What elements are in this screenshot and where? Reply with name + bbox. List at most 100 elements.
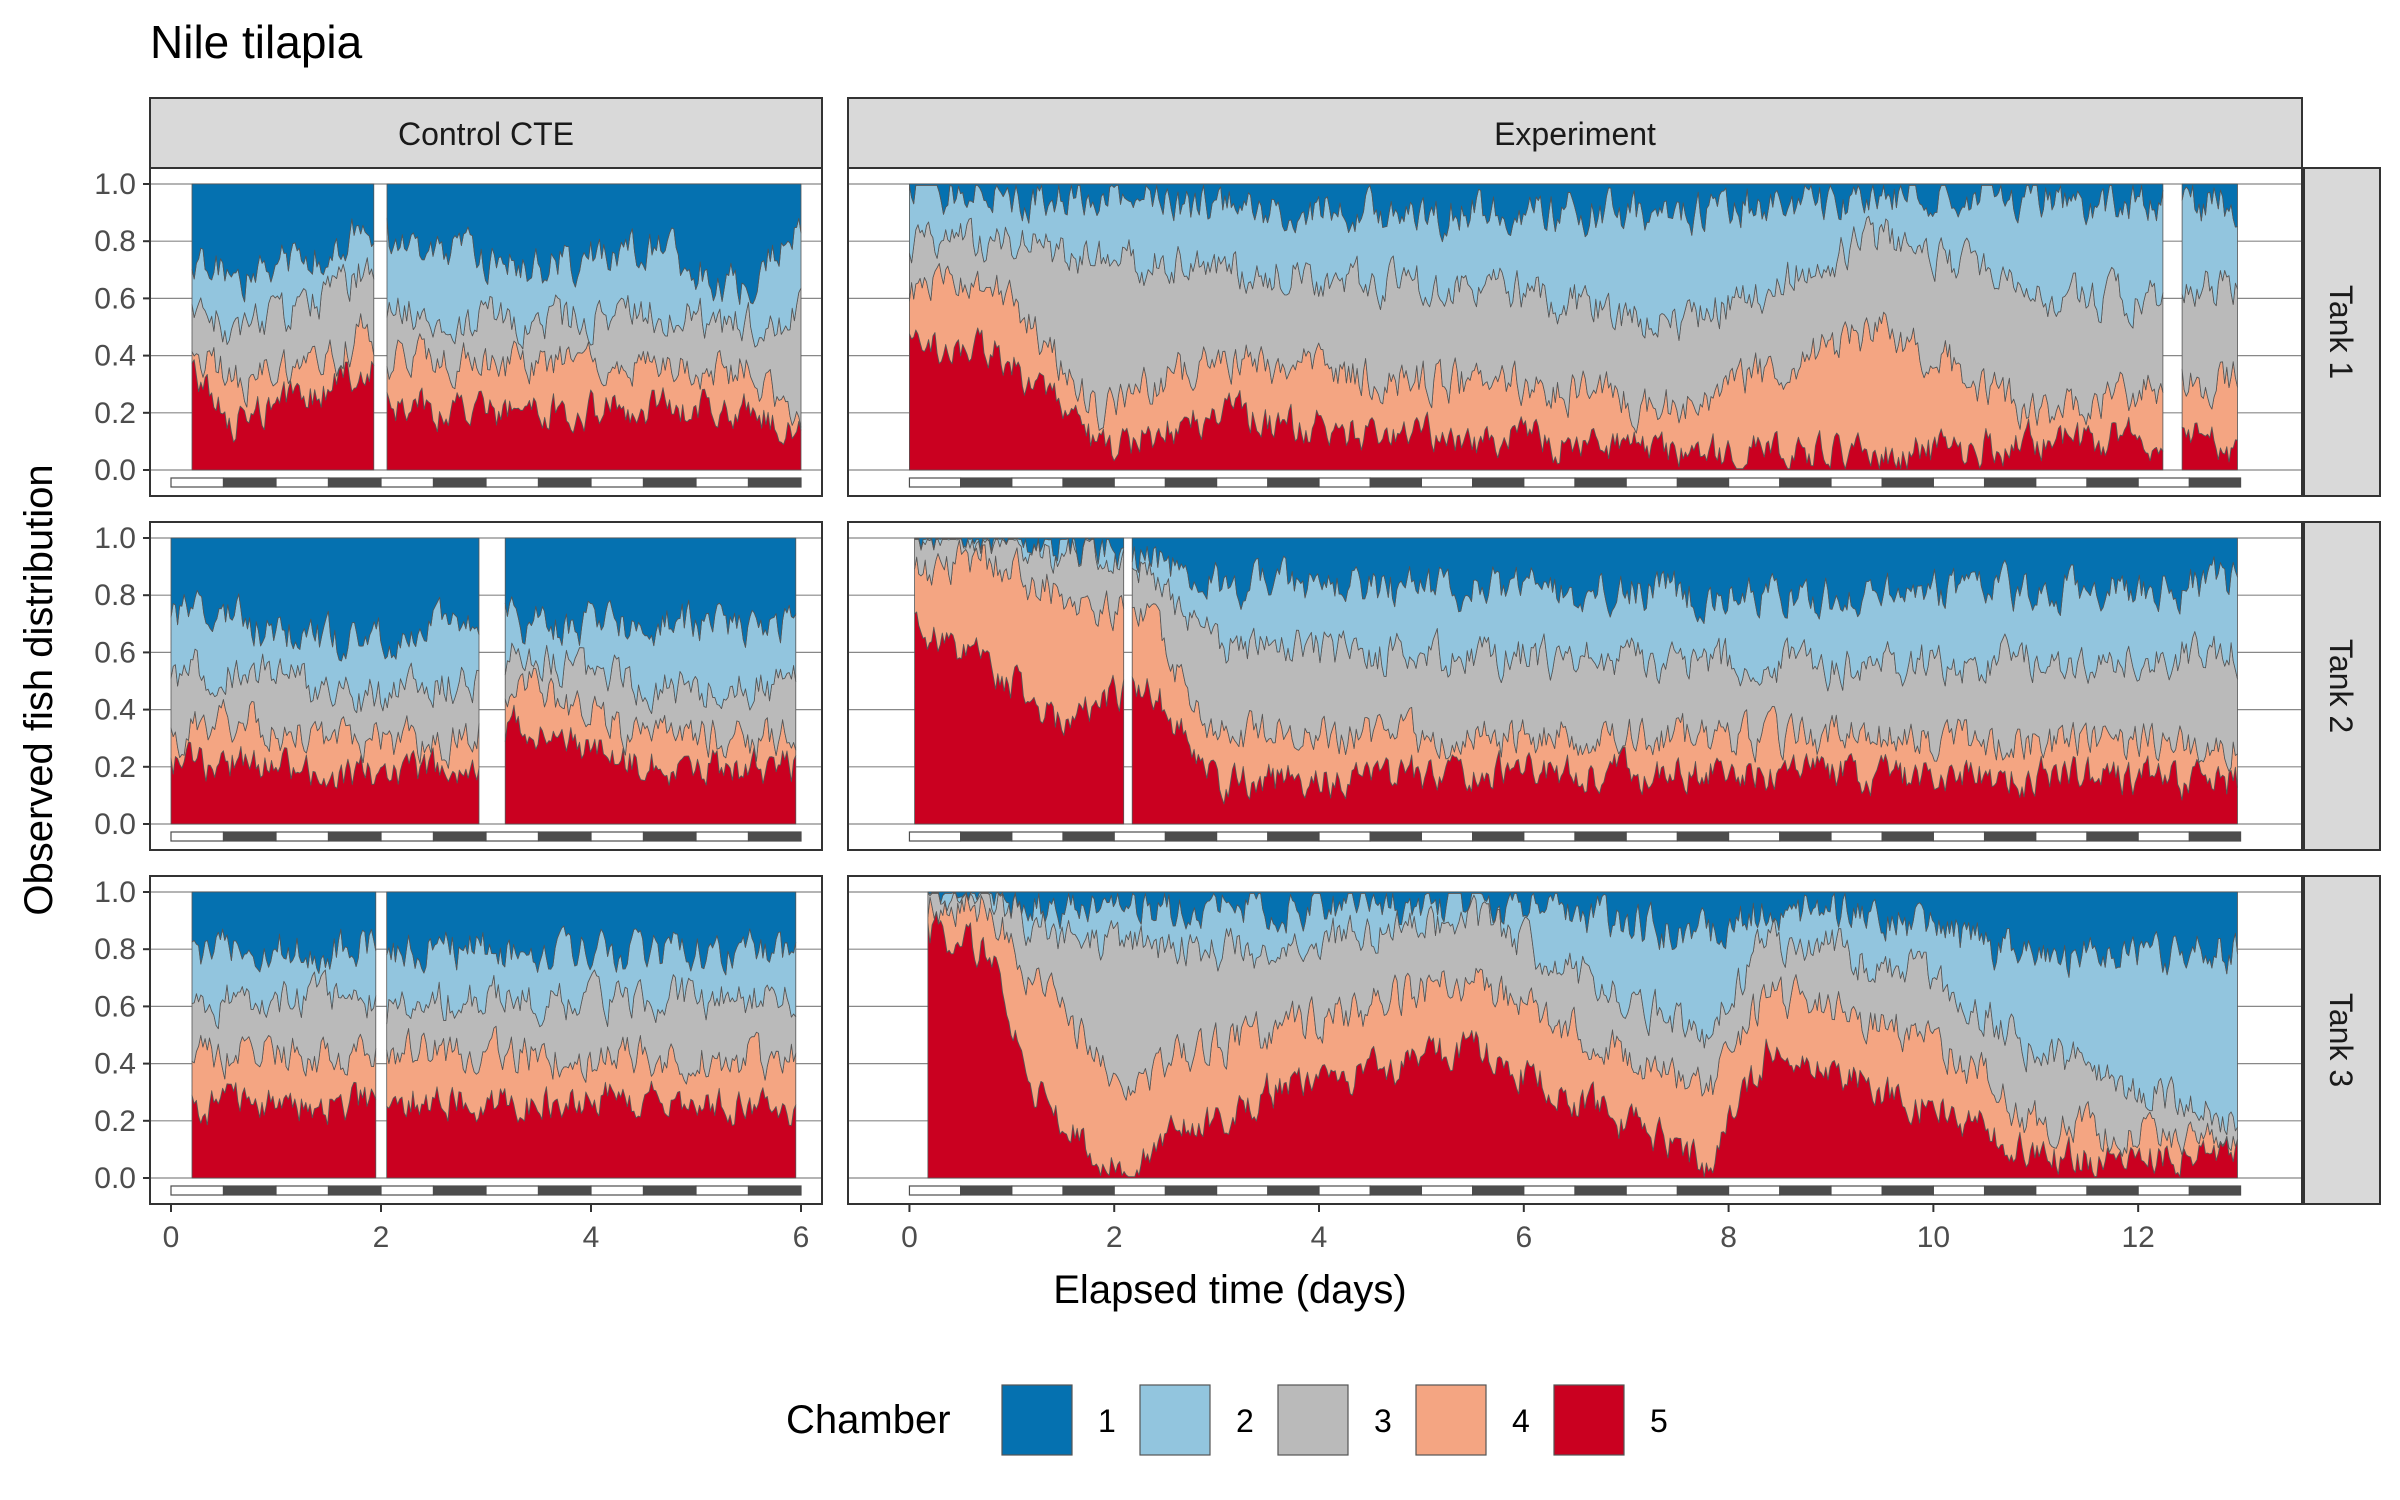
y-tick-label: 0.8 bbox=[94, 579, 136, 612]
y-tick-label: 0.2 bbox=[94, 397, 136, 430]
dark-period-bar bbox=[537, 477, 592, 488]
light-period-bar bbox=[1113, 477, 1167, 488]
dark-period-bar bbox=[1267, 477, 1320, 488]
light-period-bar bbox=[1523, 831, 1576, 842]
light-period-bar bbox=[1523, 477, 1576, 488]
y-tick-label: 0.4 bbox=[94, 340, 136, 373]
legend: Chamber 1 2 3 4 5 bbox=[786, 1384, 1668, 1456]
light-period-bar bbox=[2035, 831, 2088, 842]
light-period-bar bbox=[1318, 477, 1371, 488]
dark-period-bar bbox=[432, 831, 487, 842]
chamber-1-area bbox=[914, 537, 1125, 568]
panel-tank-2-control bbox=[149, 521, 823, 851]
chamber-1-area bbox=[504, 537, 797, 648]
light-period-bar bbox=[1727, 477, 1781, 488]
chamber-1-area bbox=[170, 537, 480, 662]
dark-period-bar bbox=[2086, 1185, 2139, 1196]
light-period-bar bbox=[1932, 1185, 1986, 1196]
y-axis-title: Observed fish distribution bbox=[17, 464, 61, 915]
light-period-bar bbox=[2137, 1185, 2190, 1196]
light-period-bar bbox=[908, 1185, 962, 1196]
light-period-bar bbox=[1830, 1185, 1883, 1196]
y-tick-label: 0.0 bbox=[94, 808, 136, 841]
dark-period-bar bbox=[1983, 1185, 2037, 1196]
dark-period-bar bbox=[642, 477, 697, 488]
light-period-bar bbox=[1011, 477, 1064, 488]
light-period-bar bbox=[170, 1185, 225, 1196]
dark-period-bar bbox=[327, 831, 382, 842]
chamber-1-area bbox=[909, 183, 2164, 243]
light-period-bar bbox=[1216, 477, 1269, 488]
y-tick-label: 0.4 bbox=[94, 1048, 136, 1081]
light-period-bar bbox=[1216, 831, 1269, 842]
y-tick-label: 1.0 bbox=[94, 168, 136, 201]
light-period-bar bbox=[1420, 831, 1474, 842]
dark-period-bar bbox=[1779, 1185, 1832, 1196]
strip-tank-1 bbox=[2303, 167, 2381, 497]
chart-title: Nile tilapia bbox=[150, 16, 363, 68]
dark-period-bar bbox=[1779, 477, 1832, 488]
y-tick-label: 0.0 bbox=[94, 1162, 136, 1195]
light-period-bar bbox=[380, 831, 435, 842]
dark-period-bar bbox=[537, 1185, 592, 1196]
light-period-bar bbox=[590, 477, 645, 488]
legend-key-chamber-5 bbox=[1553, 1384, 1625, 1456]
light-period-bar bbox=[275, 1185, 330, 1196]
light-period-bar bbox=[695, 831, 750, 842]
dark-period-bar bbox=[960, 1185, 1013, 1196]
light-period-bar bbox=[2035, 477, 2088, 488]
dark-period-bar bbox=[642, 831, 697, 842]
legend-key-chamber-3 bbox=[1277, 1384, 1349, 1456]
chamber-1-area bbox=[191, 891, 377, 974]
dark-period-bar bbox=[1983, 477, 2037, 488]
strip-label: Tank 3 bbox=[2323, 993, 2359, 1087]
light-period-bar bbox=[2137, 831, 2190, 842]
strip-label: Experiment bbox=[1494, 116, 1656, 152]
panel-tank-1-experiment bbox=[847, 167, 2303, 497]
dark-period-bar bbox=[747, 831, 802, 842]
x-tick-label: 2 bbox=[1106, 1221, 1123, 1254]
strip-control bbox=[149, 97, 823, 169]
dark-period-bar bbox=[1062, 477, 1115, 488]
y-tick-label: 0.8 bbox=[94, 933, 136, 966]
y-tick-label: 0.2 bbox=[94, 751, 136, 784]
light-period-bar bbox=[1625, 831, 1678, 842]
chamber-1-area bbox=[386, 891, 797, 976]
strip-experiment bbox=[847, 97, 2303, 169]
y-tick-label: 1.0 bbox=[94, 876, 136, 909]
x-tick-label: 8 bbox=[1720, 1221, 1737, 1254]
light-period-bar bbox=[1113, 1185, 1167, 1196]
dark-period-bar bbox=[1369, 1185, 1423, 1196]
panel-border bbox=[149, 521, 823, 851]
x-tick-label: 0 bbox=[901, 1221, 918, 1254]
light-period-bar bbox=[1318, 1185, 1371, 1196]
strip-label: Control CTE bbox=[398, 116, 574, 152]
x-tick-label: 6 bbox=[793, 1221, 810, 1254]
axes: 0.0 0.2 0.4 0.6 0.8 1.0 0.0 0.2 0.4 0.6 0.8 1.0 0.0 0… bbox=[94, 168, 2155, 1254]
dark-period-bar bbox=[960, 831, 1013, 842]
chamber-1-area bbox=[2181, 183, 2238, 228]
light-period-bar bbox=[380, 477, 435, 488]
dark-period-bar bbox=[1676, 477, 1730, 488]
dark-period-bar bbox=[1062, 831, 1115, 842]
legend-label: 2 bbox=[1236, 1403, 1254, 1439]
y-tick-label: 0.0 bbox=[94, 454, 136, 487]
light-period-bar bbox=[1011, 831, 1064, 842]
y-tick-label: 1.0 bbox=[94, 522, 136, 555]
chamber-1-area bbox=[1131, 537, 2238, 624]
y-tick-label: 0.6 bbox=[94, 282, 136, 315]
dark-period-bar bbox=[1267, 831, 1320, 842]
dark-period-bar bbox=[1881, 1185, 1934, 1196]
panel-tank-1-control bbox=[149, 167, 823, 497]
light-period-bar bbox=[275, 831, 330, 842]
y-tick-label: 0.2 bbox=[94, 1105, 136, 1138]
dark-period-bar bbox=[222, 831, 277, 842]
dark-period-bar bbox=[1779, 831, 1832, 842]
chamber-1-area bbox=[191, 183, 375, 303]
dark-period-bar bbox=[1676, 831, 1730, 842]
dark-period-bar bbox=[2086, 477, 2139, 488]
dark-period-bar bbox=[1472, 1185, 1525, 1196]
light-period-bar bbox=[1318, 831, 1371, 842]
light-period-bar bbox=[695, 477, 750, 488]
